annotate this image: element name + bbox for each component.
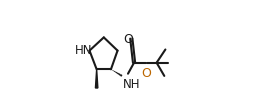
Text: O: O [123,33,133,46]
Text: NH: NH [123,78,141,91]
Polygon shape [95,69,98,88]
Text: O: O [142,67,151,80]
Text: HN: HN [75,44,92,57]
